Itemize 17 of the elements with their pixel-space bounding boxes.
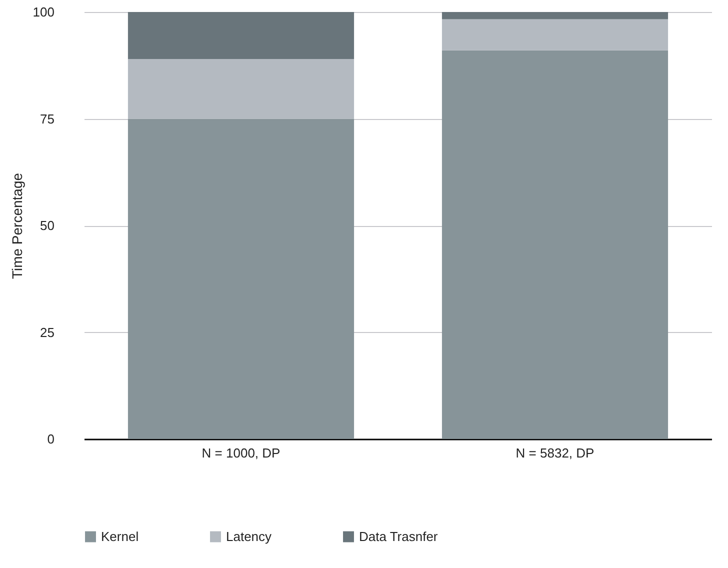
bar (442, 12, 668, 20)
legend-label: Kernel (101, 528, 139, 544)
bar (128, 118, 354, 439)
bar (128, 58, 354, 119)
legend-label: Latency (226, 528, 272, 544)
x-tick-label: N = 5832, DP (516, 446, 594, 460)
bar (442, 19, 668, 50)
y-tick-label: 0 (47, 432, 54, 446)
y-tick-label: 100 (32, 4, 54, 20)
bar (442, 50, 668, 439)
y-tick-label: 50 (40, 218, 54, 233)
y-tick-label: 75 (40, 111, 54, 126)
legend-label: Data Trasnfer (359, 528, 438, 544)
x-tick-label: N = 1000, DP (202, 446, 280, 460)
y-axis-title: Time Percentage (8, 172, 25, 280)
y-tick-label: 25 (40, 324, 54, 340)
bar (128, 12, 354, 59)
